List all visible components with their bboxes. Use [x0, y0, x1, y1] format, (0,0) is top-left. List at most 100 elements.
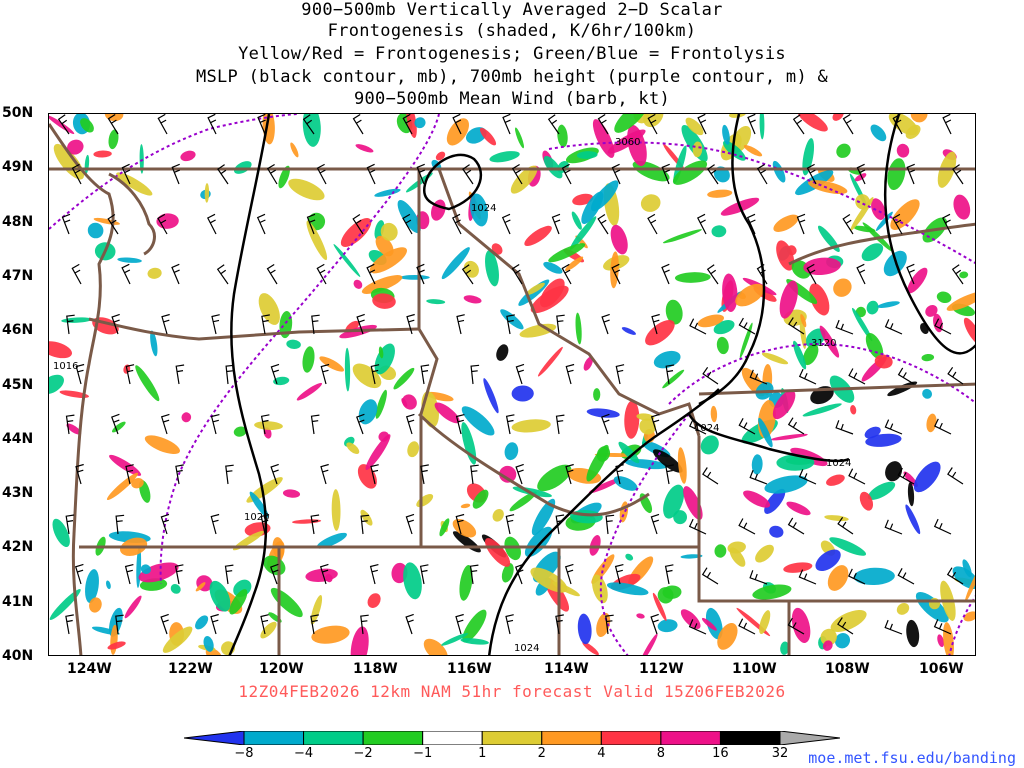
shading-blob	[333, 244, 361, 277]
shading-blob	[657, 619, 678, 633]
shading-blob	[504, 442, 519, 461]
colorbar-label: 8	[656, 746, 666, 761]
shading-blob	[640, 194, 661, 212]
wind-barb	[316, 263, 327, 285]
shading-blob	[907, 267, 928, 294]
lat-label-50N: 50N	[2, 105, 34, 121]
wind-barb	[842, 213, 854, 235]
shading-blob	[358, 399, 378, 425]
wind-barb	[256, 213, 266, 235]
shading-blob	[462, 609, 487, 643]
shading-blob	[459, 564, 473, 601]
shading-blob	[108, 129, 119, 150]
missouri-river	[788, 222, 975, 266]
shading-blob	[515, 127, 524, 149]
lat-label-44N: 44N	[2, 430, 34, 447]
shading-blob	[140, 564, 152, 575]
shading-blob	[150, 330, 158, 357]
wind-barb	[837, 617, 854, 635]
shading-blob	[636, 613, 645, 619]
shading-blob	[859, 491, 874, 511]
wind-barb	[405, 513, 415, 535]
wind-barb	[787, 517, 805, 535]
shading-blob	[441, 633, 469, 646]
mslp-label-1016: 1016	[53, 361, 78, 372]
shading-blob	[399, 275, 430, 280]
shading-blob	[639, 418, 656, 435]
shading-blob	[759, 610, 771, 635]
shading-blob	[826, 474, 845, 486]
wind-barb	[934, 318, 952, 335]
wind-barb	[946, 567, 964, 585]
shading-blob	[662, 369, 685, 389]
shading-blob	[530, 285, 569, 314]
source-url[interactable]: moe.met.fsu.edu/banding	[808, 749, 1016, 767]
shading-blob	[135, 365, 160, 402]
shading-blob	[851, 307, 873, 342]
montana-south-border	[698, 382, 975, 396]
title-line-3: Yellow/Red = Frontogenesis; Green/Blue =…	[238, 44, 786, 64]
lon-label-124W: 124W	[67, 661, 112, 677]
wind-barb	[505, 414, 515, 435]
wind-barb	[225, 464, 234, 485]
shading-blob	[461, 406, 495, 436]
wind-barb	[614, 564, 624, 585]
wind-barb	[892, 114, 903, 135]
wind-barb	[115, 614, 124, 635]
shading-blob	[511, 419, 551, 433]
wind-barb	[174, 564, 184, 585]
shading-blob	[833, 278, 852, 297]
shading-blob	[871, 198, 886, 220]
shading-blob	[93, 150, 112, 158]
wind-barb	[615, 364, 625, 385]
shading-blob	[640, 633, 658, 655]
wind-barb	[688, 418, 707, 435]
wind-barb	[738, 618, 756, 635]
wind-barb	[319, 563, 329, 585]
wind-barb	[66, 314, 75, 335]
shading-blob	[537, 346, 563, 377]
wind-barb	[316, 163, 327, 185]
shading-blob	[302, 114, 321, 147]
wind-barb	[702, 366, 719, 385]
shading-blob	[353, 279, 363, 289]
shading-blob	[926, 413, 937, 433]
wind-barb	[257, 114, 266, 135]
wind-barb	[501, 213, 511, 235]
wind-barb	[124, 564, 134, 585]
wind-barb	[217, 164, 229, 185]
lon-label-108W: 108W	[825, 661, 870, 677]
shading-blob	[543, 155, 563, 179]
shading-blob	[770, 433, 808, 441]
lat-label-47N: 47N	[2, 267, 34, 284]
shading-blob	[769, 525, 784, 538]
wind-barb	[75, 363, 85, 385]
shading-blob	[229, 589, 248, 615]
title-line-1: 900−500mb Vertically Averaged 2−D Scalar	[301, 0, 723, 20]
shading-blob	[105, 580, 111, 590]
wind-barb	[260, 514, 270, 535]
wind-barb	[650, 513, 660, 535]
wind-barb	[651, 313, 660, 335]
wind-barb	[61, 213, 71, 235]
wind-barb	[511, 263, 523, 285]
shading-blob	[752, 584, 792, 600]
lat-label-41N: 41N	[2, 593, 34, 610]
shading-blob	[375, 389, 387, 419]
shading-blob	[374, 188, 401, 197]
shading-blob	[461, 422, 477, 465]
wind-barb	[65, 414, 75, 435]
shading-blob	[963, 611, 975, 622]
wind-barb	[884, 419, 903, 435]
shading-blob	[485, 538, 511, 567]
shading-blob	[67, 139, 84, 155]
shading-blob	[716, 336, 729, 355]
wind-barb	[933, 518, 952, 535]
shading-blob	[707, 189, 733, 198]
shading-blob	[665, 299, 683, 325]
shading-blob	[743, 145, 763, 157]
shading-blob	[680, 554, 703, 559]
shading-blob	[888, 114, 919, 136]
wind-barb	[419, 564, 429, 585]
shading-blob	[548, 243, 586, 263]
